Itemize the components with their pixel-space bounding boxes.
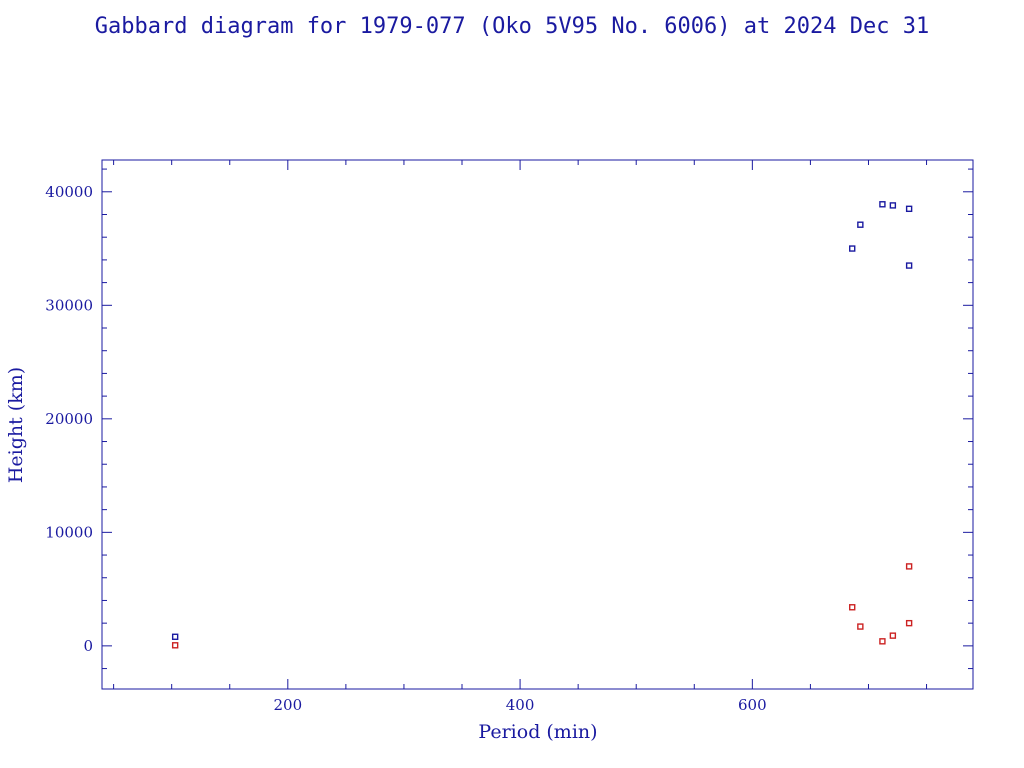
- plot-frame: [101, 159, 974, 690]
- perigee-point: [849, 604, 856, 611]
- data-points: [171, 201, 913, 649]
- perigee-point: [905, 619, 913, 627]
- perigee-point: [905, 563, 913, 570]
- apogee-point: [905, 205, 913, 213]
- y-axis-label: Height (km): [5, 367, 27, 483]
- y-tick-label: 30000: [45, 296, 93, 314]
- chart-title: Gabbard diagram for 1979-077 (Oko 5V95 N…: [94, 14, 930, 39]
- apogee-point: [171, 633, 179, 640]
- y-tick-label: 0: [83, 637, 93, 655]
- y-tick-label: 10000: [45, 523, 93, 541]
- perigee-point: [171, 642, 179, 649]
- x-tick-label: 600: [738, 696, 767, 714]
- apogee-point: [879, 201, 886, 208]
- x-tick-label: 400: [506, 696, 535, 714]
- perigee-point: [889, 632, 897, 639]
- y-tick-label: 40000: [45, 183, 93, 201]
- apogee-point: [905, 262, 913, 269]
- apogee-point: [849, 245, 856, 252]
- apogee-point: [857, 221, 864, 228]
- x-axis-label: Period (min): [478, 721, 597, 743]
- x-tick-label: 200: [273, 696, 302, 714]
- axis-ticks: [102, 160, 973, 689]
- perigee-point: [879, 638, 886, 645]
- axis-tick-labels: 200 400 600 0 10000 20000 30000 40000: [45, 183, 766, 714]
- perigee-point: [857, 623, 864, 630]
- apogee-point: [889, 202, 897, 209]
- y-tick-label: 20000: [45, 410, 93, 428]
